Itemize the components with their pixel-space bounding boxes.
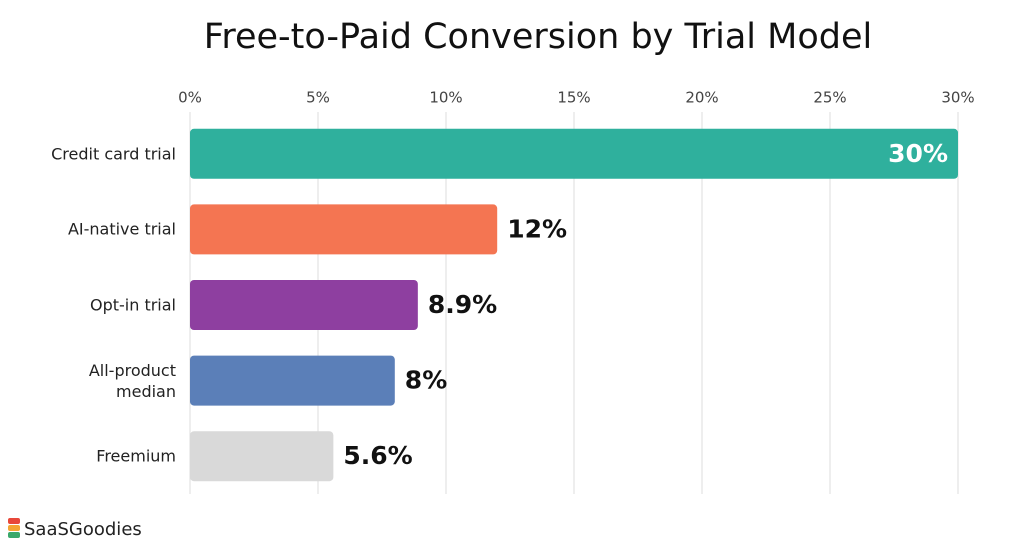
- x-tick-label: 20%: [685, 89, 718, 107]
- x-tick-label: 25%: [813, 89, 846, 107]
- brand-logo: [8, 518, 20, 538]
- y-tick-label: All-product median: [88, 360, 176, 401]
- y-tick-label: Freemium: [96, 446, 176, 466]
- bar: [190, 128, 958, 179]
- value-label: 8.9%: [428, 290, 497, 319]
- x-tick-label: 15%: [557, 89, 590, 107]
- bar: [190, 431, 334, 482]
- bar: [190, 355, 395, 406]
- brand-name: SaaSGoodies: [24, 519, 142, 540]
- y-tick-label: Opt-in trial: [89, 295, 176, 315]
- value-label: 12%: [507, 214, 567, 243]
- x-tick-label: 0%: [178, 89, 202, 107]
- x-tick-label: 5%: [306, 89, 330, 107]
- chart-title: Free-to-Paid Conversion by Trial Model: [204, 17, 873, 57]
- bar: [190, 280, 418, 330]
- x-tick-label: 10%: [429, 89, 462, 107]
- value-label: 8%: [405, 366, 447, 395]
- bar: [190, 204, 498, 255]
- value-label: 30%: [888, 139, 948, 168]
- x-tick-label: 30%: [941, 89, 974, 107]
- y-tick-label: AI-native trial: [67, 219, 176, 239]
- y-tick-label: Credit card trial: [51, 144, 176, 164]
- value-label: 5.6%: [343, 441, 412, 470]
